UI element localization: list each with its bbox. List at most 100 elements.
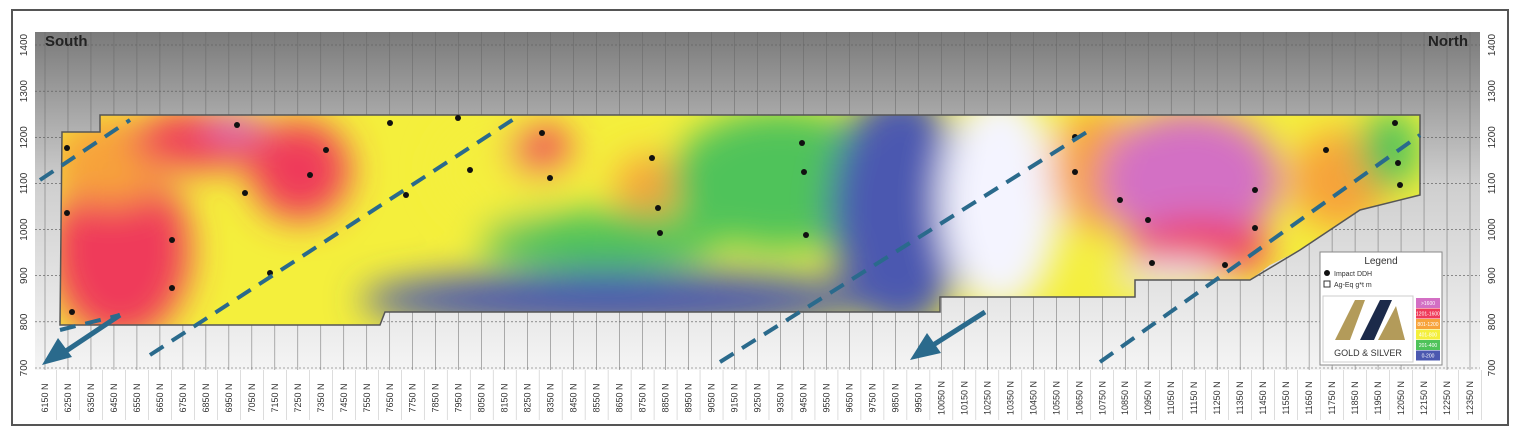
northing-label: 8750 N: [638, 383, 648, 412]
northing-label: 7050 N: [247, 383, 257, 412]
elevation-label: 1200: [19, 126, 30, 149]
elevation-label: 900: [1487, 267, 1498, 284]
northing-label: 8850 N: [661, 383, 671, 412]
northing-label: 6650 N: [155, 383, 165, 412]
northing-label: 11350 N: [1235, 381, 1245, 414]
elevation-label: 800: [1487, 313, 1498, 330]
legend-class: 1201-1600: [1416, 312, 1440, 318]
elevation-label: 1300: [1487, 80, 1498, 103]
northing-label: 10150 N: [959, 381, 969, 415]
northing-label: 9750 N: [867, 383, 877, 412]
elevation-label: 700: [1487, 359, 1498, 376]
legend-class: 401-800: [1419, 333, 1438, 339]
logo-text: GOLD & SILVER: [1334, 348, 1402, 358]
northing-label: 11850 N: [1350, 381, 1360, 414]
northing-label: 6350 N: [86, 383, 96, 412]
northing-label: 8150 N: [500, 383, 510, 412]
northing-label: 8350 N: [546, 383, 556, 412]
northing-label: 11550 N: [1281, 381, 1291, 414]
northing-label: 10350 N: [1005, 381, 1015, 415]
elevation-label: 1100: [1487, 172, 1498, 194]
legend-swatch: [1416, 340, 1440, 350]
northing-label: 10650 N: [1074, 381, 1084, 415]
northing-label: 11050 N: [1166, 381, 1176, 414]
northing-label: 7850 N: [431, 383, 441, 412]
legend-item: Ag-Eq g*t m: [1334, 282, 1372, 289]
northing-label: 6850 N: [201, 383, 211, 412]
northing-label: 10950 N: [1143, 381, 1153, 415]
northing-label: 8650 N: [615, 383, 625, 412]
northing-label: 12050 N: [1396, 381, 1406, 415]
elevation-label: 1300: [19, 80, 30, 103]
northing-label: 9350 N: [775, 383, 785, 412]
elevation-label: 1000: [19, 218, 30, 241]
legend-swatch: [1416, 308, 1440, 319]
northing-label: 9850 N: [890, 383, 900, 412]
northing-label: 6250 N: [63, 383, 73, 412]
drill-holes: [64, 115, 1403, 315]
northing-label: 8450 N: [569, 383, 579, 412]
northing-label: 6950 N: [224, 383, 234, 412]
northing-label: 6450 N: [109, 383, 119, 412]
elevation-label: 900: [19, 267, 30, 284]
northing-label: 7650 N: [385, 383, 395, 412]
northing-label: 11950 N: [1373, 381, 1383, 414]
northing-label: 7750 N: [408, 383, 418, 412]
northing-label: 7350 N: [316, 383, 326, 412]
northing-label: 12350 N: [1465, 381, 1475, 415]
elevation-label: 1400: [1487, 33, 1498, 56]
northing-label: 6750 N: [178, 383, 188, 412]
northing-label: 6150 N: [40, 383, 50, 412]
northing-label: 10450 N: [1028, 381, 1038, 415]
northing-label: 7250 N: [293, 383, 303, 412]
northing-label: 10050 N: [936, 381, 946, 415]
south-label: South: [45, 33, 88, 50]
northing-label: 9550 N: [821, 383, 831, 412]
northing-label: 11450 N: [1258, 381, 1268, 414]
northing-label: 10750 N: [1097, 381, 1107, 415]
arrows: [42, 309, 987, 365]
legend: GOLD & SILVER Legend Impact DDH Ag-Eq g*…: [1319, 251, 1443, 366]
northing-label: 10550 N: [1051, 381, 1061, 415]
northing-label: 11750 N: [1327, 381, 1337, 414]
legend-swatch: [1416, 319, 1440, 329]
elevation-label: 1400: [19, 33, 30, 56]
northing-label: 8550 N: [592, 383, 602, 412]
legend-swatch: [1416, 298, 1440, 308]
northing-label: 9650 N: [844, 383, 854, 412]
structure-lines: [38, 113, 1422, 364]
elevation-label: 1100: [19, 172, 30, 194]
outline: [59, 114, 1421, 326]
northing-label: 12250 N: [1442, 381, 1452, 415]
northing-label: 11150 N: [1189, 382, 1199, 415]
northing-label: 11650 N: [1304, 381, 1314, 414]
legend-class: 201-400: [1419, 343, 1438, 349]
northing-label: 8250 N: [523, 383, 533, 412]
legend-swatch: [1416, 329, 1440, 340]
northing-label: 9050 N: [707, 383, 717, 412]
northing-label: 10250 N: [982, 381, 992, 415]
northing-label: 7150 N: [270, 383, 280, 412]
northing-label: 7950 N: [454, 383, 464, 412]
northing-label: 9450 N: [798, 383, 808, 412]
north-label: North: [1428, 33, 1468, 50]
northing-label: 10850 N: [1120, 381, 1130, 415]
northing-label: 8050 N: [477, 383, 487, 412]
legend-item: Impact DDH: [1334, 271, 1372, 278]
elevation-label: 700: [19, 359, 30, 376]
northing-label: 9950 N: [913, 383, 923, 412]
legend-class: >1600: [1421, 301, 1435, 307]
northing-label: 7450 N: [339, 383, 349, 412]
legend-swatch: [1416, 350, 1440, 361]
northing-label: 9150 N: [730, 383, 740, 412]
northing-label: 12150 N: [1419, 381, 1429, 415]
northing-label: 9250 N: [753, 383, 763, 412]
legend-title: Legend: [1364, 256, 1397, 267]
northing-label: 6550 N: [132, 383, 142, 412]
northing-label: 8950 N: [684, 383, 694, 412]
northing-label: 11250 N: [1212, 381, 1222, 414]
elevation-label: 1000: [1487, 218, 1498, 241]
legend-class: 0-200: [1422, 354, 1435, 360]
elevation-label: 800: [19, 313, 30, 330]
